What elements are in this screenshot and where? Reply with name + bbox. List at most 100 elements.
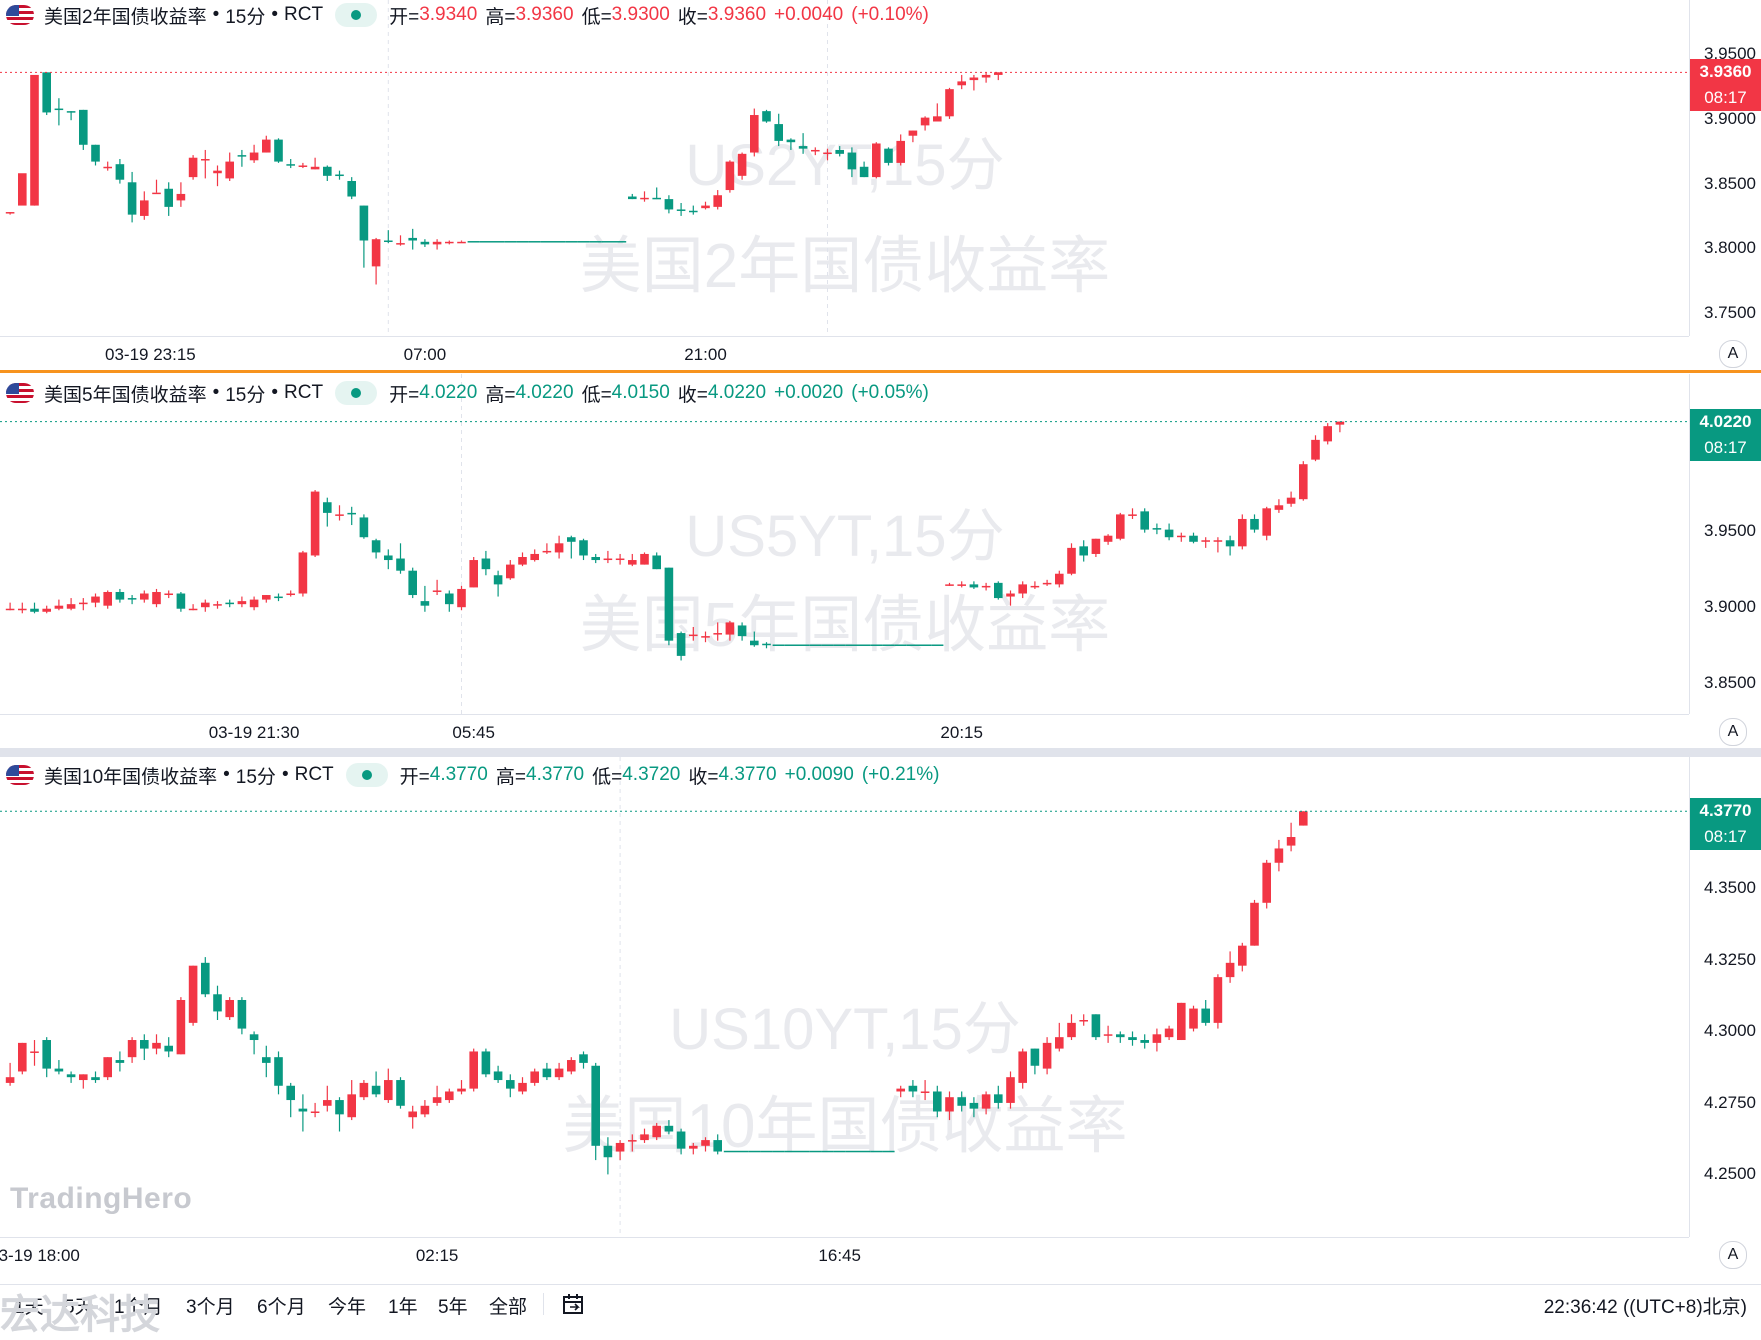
candle-body [628,560,637,565]
candle-body [213,604,222,606]
candle-body [323,166,332,176]
time-axis[interactable]: 03-19 23:15 07:00 21:00 [0,336,1689,373]
candle-body [249,599,259,608]
separator-dot: • [271,382,279,403]
candle-body [335,514,344,516]
candle-body [920,117,930,126]
candle-body [762,643,771,646]
market-status-icon[interactable] [345,763,388,787]
market-status-icon[interactable] [335,3,378,27]
plot-area[interactable]: US2YT,15分 美国2年国债收益率 [0,0,1689,336]
price-tick: 3.9500 [1704,44,1756,64]
clock-timezone[interactable]: 22:36:42 ((UTC+8)北京) [1543,1297,1747,1318]
candle-body [115,1060,125,1063]
symbol-title[interactable]: 美国10年国债收益率 [44,766,218,788]
change-percent: (+0.21%) [861,764,940,785]
symbol-title[interactable]: 美国5年国债收益率 [44,384,207,406]
interval-label[interactable]: 15分 [225,6,266,28]
time-axis[interactable]: 03-19 18:00 02:15 16:45 [0,1237,1689,1274]
range-5d[interactable]: 5天 [64,1297,94,1318]
candle-body [42,608,51,612]
candle-body [884,148,893,163]
candle-body [676,633,686,656]
auto-scale-button[interactable]: A [1719,340,1747,368]
source-label: RCT [284,382,324,403]
candle-body [689,210,698,213]
interval-label[interactable]: 15分 [225,384,266,406]
candle-body [188,157,198,178]
price-axis[interactable]: 4.0000 3.9500 3.9000 3.8500 [1689,374,1761,714]
price-axis[interactable]: 3.9500 3.9000 3.8500 3.8000 3.7500 [1689,0,1761,336]
watermark-name: 美国2年国债收益率 [579,232,1111,301]
auto-scale-button[interactable]: A [1719,718,1747,746]
candle-body [591,557,600,561]
candle-body [42,72,51,113]
candle-body [506,564,515,579]
candle-body [481,1051,491,1075]
plot-area[interactable]: US5YT,15分 美国5年国债收益率 [0,374,1689,714]
candle-body [5,212,15,214]
bottom-toolbar: 1天 5天 1个月 3个月 6个月 今年 1年 5年 全部 22:36:42 (… [0,1284,1761,1322]
candle-body [152,591,161,605]
auto-scale-button[interactable]: A [1719,1241,1747,1269]
candle-body [640,553,649,565]
range-3m[interactable]: 3个月 [186,1297,235,1318]
date-range-icon[interactable] [561,1293,587,1317]
candle-body [140,200,149,216]
price-axis[interactable]: 4.3500 4.3250 4.3000 4.2750 4.2500 [1689,757,1761,1237]
chart-pane-us5y[interactable]: US5YT,15分 美国5年国债收益率 美国5年国债收益率 • 15分 • RC… [0,374,1761,748]
candle-body [1262,862,1271,903]
range-1m[interactable]: 1个月 [114,1297,163,1318]
candle-body [493,1071,503,1081]
high-label: 高= [485,384,516,406]
range-all[interactable]: 全部 [489,1297,528,1318]
candle-body [445,593,454,605]
candle-body [1128,1037,1137,1041]
time-label: 02:15 [415,1246,459,1265]
candle-body [994,582,1003,599]
low-value: 3.9300 [611,4,670,25]
candle-body [335,174,344,177]
candle-body [847,152,857,170]
candle-body [1042,582,1052,585]
market-status-icon[interactable] [335,381,378,405]
candle-body [798,146,808,149]
candle-body [786,139,796,143]
low-label: 低= [592,766,623,788]
candle-body [66,1074,76,1078]
interval-label[interactable]: 15分 [235,766,276,788]
chart-pane-us2y[interactable]: US2YT,15分 美国2年国债收益率 美国2年国债收益率 • 15分 • RC… [0,0,1761,370]
candle-body [615,1142,625,1152]
range-ytd[interactable]: 今年 [328,1297,367,1318]
candle-body [908,130,918,136]
range-6m[interactable]: 6个月 [257,1297,306,1318]
separator-dot: • [223,764,230,785]
candle-body [603,1145,613,1158]
candle-body [579,540,588,556]
plot-area[interactable]: US10YT,15分 美国10年国债收益率 [0,757,1689,1237]
candle-body [42,1040,51,1069]
pane-separator[interactable] [0,748,1761,757]
candle-body [176,593,186,609]
time-axis[interactable]: 03-19 21:30 05:45 20:15 [0,714,1689,751]
range-5y[interactable]: 5年 [438,1297,468,1318]
candle-body [945,584,954,586]
symbol-title[interactable]: 美国2年国债收益率 [44,6,207,28]
candle-body [140,1040,149,1049]
candle-body [518,557,527,565]
candle-body [79,109,88,145]
candle-body [811,149,820,152]
pane-separator-active[interactable] [0,370,1761,373]
candle-body [493,575,503,585]
candle-body [1103,535,1113,542]
candle-body [1116,514,1125,539]
range-1d[interactable]: 1天 [14,1297,44,1318]
candle-body [323,502,332,513]
candle-body [530,553,539,561]
candle-body [396,1080,405,1106]
candle-body [408,237,417,241]
chart-pane-us10y[interactable]: US10YT,15分 美国10年国债收益率 美国10年国债收益率 • 15分 •… [0,757,1761,1284]
candle-body [725,622,735,635]
range-1y[interactable]: 1年 [388,1297,418,1318]
open-value: 4.0220 [419,382,478,403]
